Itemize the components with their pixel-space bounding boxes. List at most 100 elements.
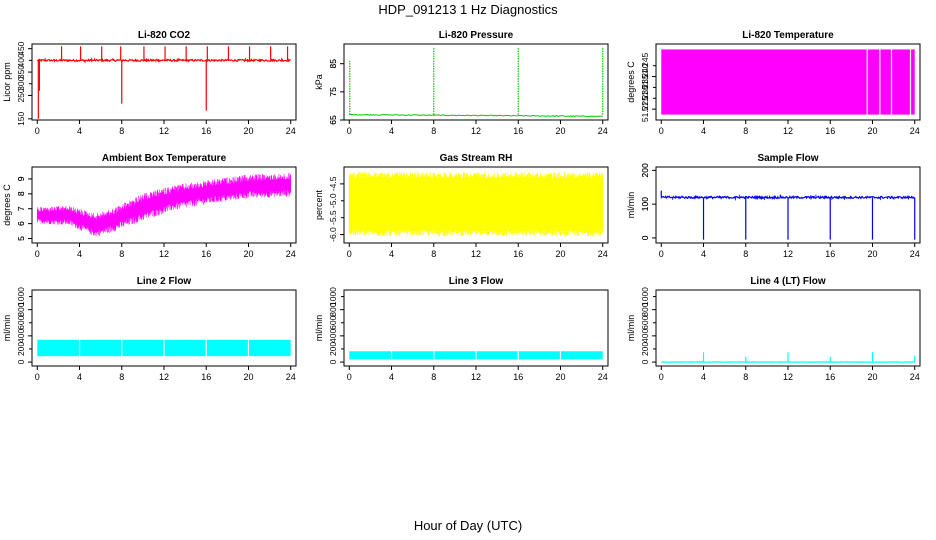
y-tick-label: 200 — [16, 342, 26, 356]
x-tick-label: 24 — [910, 249, 920, 259]
plot-frame — [343, 43, 609, 121]
x-axis-label: Hour of Day (UTC) — [413, 518, 523, 533]
series — [349, 46, 604, 118]
y-tick-label: 150 — [16, 111, 26, 125]
panel-3: Ambient Box Temperature degrees C 0 4 8 12 16 2… — [2, 153, 297, 259]
x-tick-label: 8 — [119, 249, 124, 259]
series — [661, 352, 916, 363]
series — [348, 172, 604, 237]
y-tick-label: 100 — [640, 197, 650, 211]
y-tick-label: 200 — [640, 163, 650, 177]
y-tick-label: 65 — [328, 115, 338, 125]
y-tick-label: 400 — [16, 329, 26, 343]
y-axis-label: percent — [314, 189, 324, 220]
x-tick-label: 20 — [555, 126, 565, 136]
y-tick-label: -4.5 — [328, 176, 338, 191]
x-tick-label: 8 — [431, 126, 436, 136]
y-tick-label: 65 — [328, 115, 338, 125]
x-tick-label: 4 — [77, 372, 82, 382]
y-tick-label: 75 — [328, 87, 338, 97]
panel-6: Line 2 Flow ml/min 0 4 8 12 16 20 24 0 20040060080… — [2, 276, 297, 382]
x-tick-label: 0 — [347, 372, 352, 382]
x-tick-label: 16 — [513, 126, 523, 136]
x-tick-label: 16 — [201, 372, 211, 382]
x-tick-label: 0 — [659, 126, 664, 136]
y-tick-label: 7 — [16, 206, 26, 211]
x-tick-label: 4 — [77, 249, 82, 259]
x-tick-label: 12 — [471, 126, 481, 136]
y-tick-label: 400 — [16, 53, 26, 67]
y-tick-label: -5.0 — [328, 193, 338, 208]
y-tick-label: 450 — [16, 41, 26, 55]
x-tick-label: 4 — [389, 249, 394, 259]
y-tick-label: 9 — [16, 176, 26, 181]
y-tick-label: 51.235 — [640, 74, 650, 100]
x-tick-label: 0 — [347, 249, 352, 259]
y-tick-label: 51.225 — [640, 96, 650, 122]
x-tick-label: 20 — [867, 372, 877, 382]
series — [37, 173, 291, 237]
y-tick-label: 8 — [16, 191, 26, 196]
x-tick-label: 8 — [743, 372, 748, 382]
x-tick-label: 20 — [243, 126, 253, 136]
panel-8: Line 4 (LT) Flow ml/min 0 4 8 12 16 20 24 0 200400… — [626, 276, 921, 382]
x-tick-label: 24 — [598, 126, 608, 136]
x-tick-label: 16 — [825, 372, 835, 382]
x-tick-label: 20 — [867, 126, 877, 136]
y-tick-label: 0 — [328, 359, 338, 364]
x-tick-label: 8 — [743, 249, 748, 259]
x-tick-label: 8 — [119, 372, 124, 382]
y-tick-label: 1000 — [640, 287, 650, 306]
y-axis-label: ml/min — [626, 315, 636, 342]
y-tick-label: 200 — [640, 342, 650, 356]
y-tick-label: 51.245 — [640, 52, 650, 78]
x-tick-label: 12 — [783, 372, 793, 382]
y-tick-label: 6 — [16, 221, 26, 226]
panel-title: Li-820 Temperature — [742, 30, 834, 41]
panel-title: Li-820 Pressure — [439, 30, 514, 41]
x-tick-label: 24 — [286, 372, 296, 382]
x-tick-label: 16 — [825, 249, 835, 259]
panel-2: Li-820 Temperature degrees C 0 4 8 12 16 20 24 51… — [626, 30, 921, 136]
x-tick-label: 4 — [701, 372, 706, 382]
x-tick-label: 16 — [513, 249, 523, 259]
x-tick-label: 0 — [347, 126, 352, 136]
y-tick-label: 600 — [16, 315, 26, 329]
x-tick-label: 0 — [35, 372, 40, 382]
y-tick-label: 200 — [328, 342, 338, 356]
x-tick-label: 8 — [119, 126, 124, 136]
x-tick-label: 0 — [659, 249, 664, 259]
y-axis-label: degrees C — [2, 184, 12, 226]
panel-0: Li-820 CO2 Licor ppm 0 4 8 12 16 20 24 150 2503003… — [2, 30, 297, 136]
x-tick-label: 16 — [201, 126, 211, 136]
x-tick-label: 4 — [77, 126, 82, 136]
y-tick-label: 5 — [16, 236, 26, 241]
y-tick-label: -6.0 — [328, 227, 338, 242]
y-tick-label: 85 — [328, 59, 338, 69]
y-axis-label: kPa — [314, 74, 324, 90]
data-band — [348, 172, 604, 237]
x-tick-label: 20 — [555, 372, 565, 382]
y-tick-label: 800 — [640, 302, 650, 316]
y-tick-label: 0 — [640, 359, 650, 364]
series — [36, 46, 291, 119]
y-tick-label: 0 — [640, 235, 650, 240]
x-tick-label: 24 — [598, 249, 608, 259]
x-tick-label: 8 — [431, 249, 436, 259]
y-tick-label: 300 — [16, 76, 26, 90]
data-line — [349, 113, 603, 118]
series — [661, 49, 915, 115]
x-tick-label: 4 — [389, 372, 394, 382]
y-tick-label: 0 — [640, 235, 650, 240]
x-tick-label: 24 — [286, 249, 296, 259]
y-tick-label: 5 — [16, 236, 26, 241]
x-tick-label: 24 — [910, 372, 920, 382]
data-line — [37, 173, 291, 237]
x-tick-label: 12 — [783, 249, 793, 259]
y-tick-label: 100 — [640, 197, 650, 211]
x-tick-label: 4 — [701, 249, 706, 259]
panel-title: Gas Stream RH — [440, 153, 513, 164]
x-tick-label: 12 — [159, 126, 169, 136]
x-tick-label: 8 — [743, 126, 748, 136]
